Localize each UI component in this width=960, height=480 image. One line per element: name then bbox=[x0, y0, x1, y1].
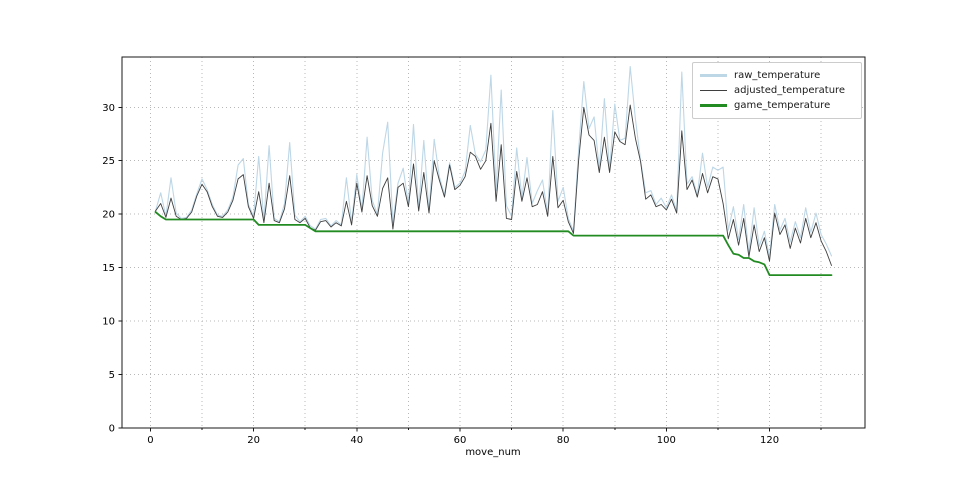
svg-text:100: 100 bbox=[657, 435, 676, 446]
svg-text:60: 60 bbox=[454, 435, 467, 446]
svg-text:80: 80 bbox=[557, 435, 570, 446]
legend-row-raw-temperature: raw_temperature bbox=[700, 68, 853, 83]
legend-line-adjusted-temperature-swatch bbox=[700, 90, 727, 91]
svg-text:40: 40 bbox=[350, 435, 363, 446]
legend: raw_temperature adjusted_temperature gam… bbox=[692, 62, 862, 119]
svg-text:20: 20 bbox=[247, 435, 260, 446]
svg-text:120: 120 bbox=[760, 435, 779, 446]
legend-row-game-temperature: game_temperature bbox=[700, 98, 853, 113]
svg-text:0: 0 bbox=[147, 435, 153, 446]
legend-line-game-temperature-swatch bbox=[700, 104, 727, 107]
legend-row-adjusted-temperature: adjusted_temperature bbox=[700, 83, 853, 98]
svg-text:25: 25 bbox=[102, 156, 115, 167]
legend-label-raw-temperature: raw_temperature bbox=[734, 70, 821, 81]
legend-label-game-temperature: game_temperature bbox=[734, 100, 831, 111]
svg-text:30: 30 bbox=[102, 103, 115, 114]
svg-text:0: 0 bbox=[109, 424, 115, 435]
x-axis-label: move_num bbox=[465, 447, 521, 458]
svg-text:15: 15 bbox=[102, 263, 115, 274]
legend-label-adjusted-temperature: adjusted_temperature bbox=[734, 85, 846, 96]
legend-line-raw-temperature-swatch bbox=[700, 74, 727, 77]
svg-text:5: 5 bbox=[109, 370, 115, 381]
svg-text:10: 10 bbox=[102, 317, 115, 328]
svg-text:20: 20 bbox=[102, 210, 115, 221]
